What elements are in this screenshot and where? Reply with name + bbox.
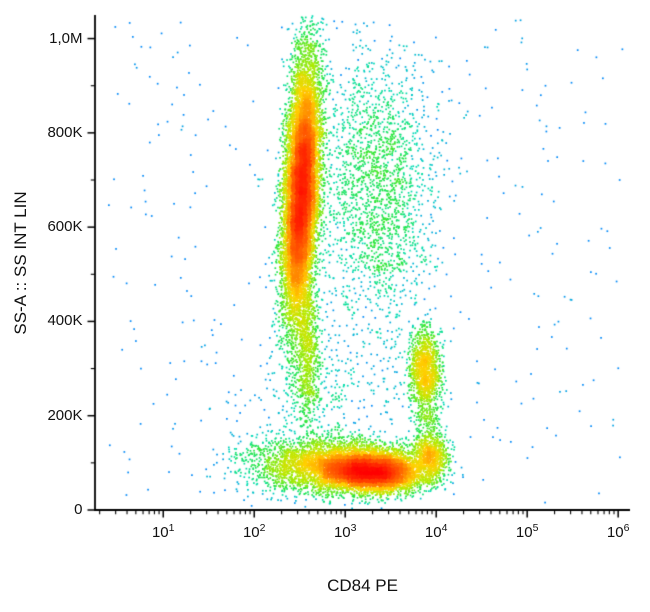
y-tick-label: 800K	[47, 123, 83, 141]
x-tick-label: 102	[242, 522, 266, 541]
x-tick-label: 106	[606, 522, 630, 541]
y-tick-label: 400K	[47, 312, 83, 330]
x-tick-label: 103	[333, 522, 357, 541]
x-axis-title: CD84 PE	[327, 576, 398, 595]
y-tick-label: 200K	[47, 406, 83, 424]
x-tick-label: 104	[424, 522, 448, 541]
y-tick-label: 1,0M	[49, 29, 83, 47]
y-tick-label: 600K	[47, 218, 83, 236]
x-tick-label: 101	[151, 522, 175, 541]
x-tick-label: 105	[515, 522, 539, 541]
y-tick-label: 0	[74, 501, 83, 518]
